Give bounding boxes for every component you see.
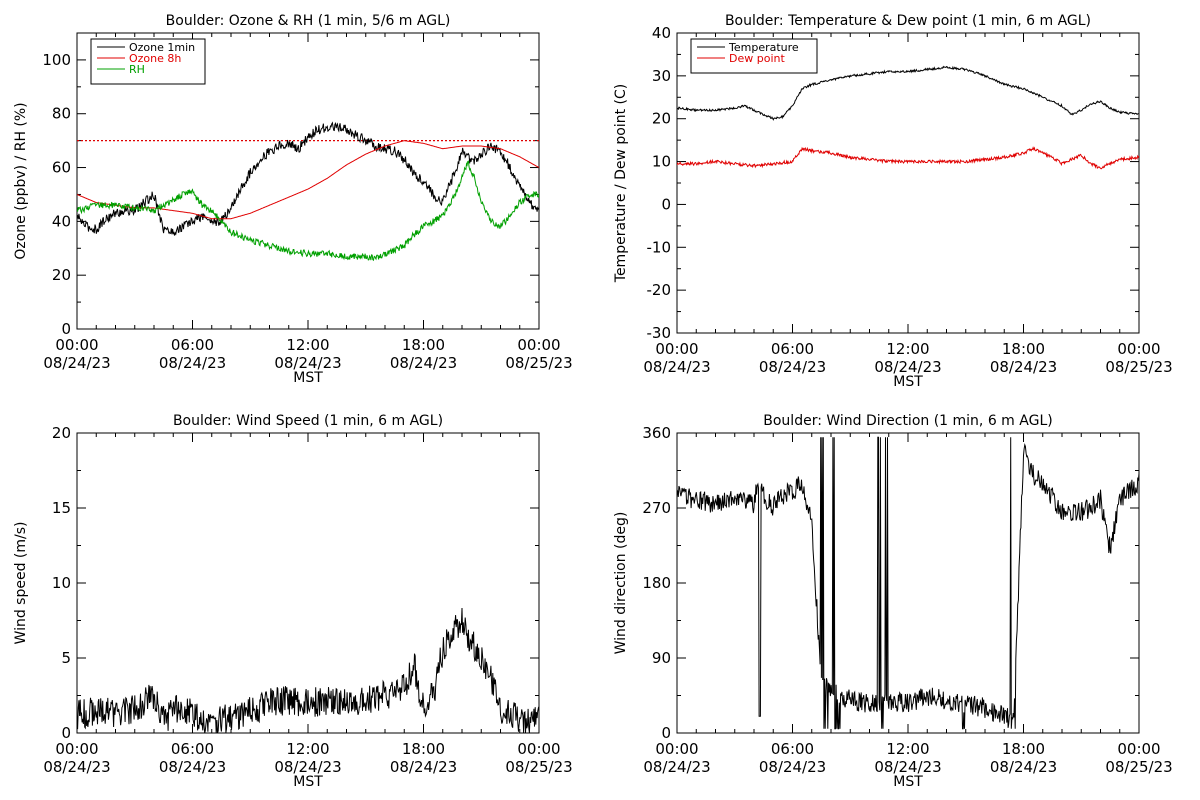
chart-title: Boulder: Wind Direction (1 min, 6 m AGL) [763, 413, 1052, 429]
x-tick-date: 08/25/23 [1105, 758, 1172, 776]
y-tick-label: 40 [52, 212, 71, 230]
x-tick-date: 08/25/23 [505, 758, 572, 776]
wind_dir-chart: Boulder: Wind Direction (1 min, 6 m AGL)… [613, 413, 1173, 790]
series-line-main [77, 607, 539, 733]
x-tick-date: 08/24/23 [43, 758, 110, 776]
x-tick-date: 08/24/23 [874, 358, 941, 376]
x-tick-date: 08/24/23 [274, 354, 341, 372]
x-tick-time: 18:00 [402, 740, 445, 758]
legend-label: Temperature [728, 41, 799, 54]
y-tick-label: 40 [652, 24, 671, 42]
x-tick-time: 12:00 [286, 336, 329, 354]
legend-label: Dew point [729, 52, 785, 65]
y-tick-label: 20 [652, 110, 671, 128]
y-tick-label: 270 [642, 499, 671, 517]
legend-label: Ozone 1min [129, 41, 195, 54]
temp_dew-chart: Boulder: Temperature & Dew point (1 min,… [613, 13, 1173, 390]
x-tick-time: 06:00 [171, 740, 214, 758]
x-tick-time: 18:00 [1002, 340, 1045, 358]
y-axis-label: Wind direction (deg) [613, 512, 629, 655]
y-tick-label: 5 [61, 649, 71, 667]
x-tick-time: 12:00 [886, 740, 929, 758]
series-line-ozone-1min [77, 121, 539, 236]
x-tick-time: 06:00 [771, 740, 814, 758]
x-tick-date: 08/24/23 [990, 758, 1057, 776]
x-tick-time: 00:00 [55, 740, 98, 758]
x-tick-date: 08/24/23 [43, 354, 110, 372]
ozone_rh-chart: Boulder: Ozone & RH (1 min, 5/6 m AGL) 0 2… [13, 13, 573, 386]
y-tick-label: 80 [52, 105, 71, 123]
y-axis-label: Wind speed (m/s) [13, 522, 29, 645]
x-tick-time: 06:00 [171, 336, 214, 354]
x-tick-date: 08/24/23 [390, 354, 457, 372]
x-tick-date: 08/24/23 [759, 358, 826, 376]
x-tick-date: 08/25/23 [505, 354, 572, 372]
x-axis-label: MST [893, 374, 923, 390]
x-tick-date: 08/24/23 [159, 758, 226, 776]
x-tick-date: 08/24/23 [759, 758, 826, 776]
y-tick-label: 0 [661, 195, 671, 213]
x-tick-time: 00:00 [517, 336, 560, 354]
x-tick-time: 18:00 [402, 336, 445, 354]
x-tick-time: 00:00 [55, 336, 98, 354]
x-tick-time: 12:00 [286, 740, 329, 758]
y-tick-label: 90 [652, 649, 671, 667]
chart-title: Boulder: Wind Speed (1 min, 6 m AGL) [173, 413, 443, 429]
y-tick-label: 20 [52, 266, 71, 284]
x-tick-time: 12:00 [886, 340, 929, 358]
x-tick-time: 00:00 [655, 740, 698, 758]
chart-title: Boulder: Ozone & RH (1 min, 5/6 m AGL) [166, 13, 451, 29]
wind_speed-chart: Boulder: Wind Speed (1 min, 6 m AGL) 0 5 10… [13, 413, 573, 790]
x-tick-date: 08/24/23 [390, 758, 457, 776]
series-line-temperature [677, 65, 1139, 121]
series-line-dew-point [677, 146, 1139, 170]
y-axis-label: Temperature / Dew point (C) [613, 84, 629, 283]
x-tick-time: 06:00 [771, 340, 814, 358]
x-tick-time: 00:00 [517, 740, 560, 758]
y-tick-label: -30 [647, 324, 672, 342]
x-axis-label: MST [293, 370, 323, 386]
plot-frame [76, 432, 540, 734]
y-tick-label: 60 [52, 159, 71, 177]
y-tick-label: -20 [647, 281, 672, 299]
y-tick-label: 10 [652, 153, 671, 171]
y-tick-label: -10 [647, 238, 672, 256]
legend-label: RH [129, 63, 145, 76]
y-tick-label: 0 [61, 320, 71, 338]
y-tick-label: 30 [652, 67, 671, 85]
x-axis-label: MST [293, 774, 323, 790]
x-tick-date: 08/24/23 [274, 758, 341, 776]
y-tick-label: 20 [52, 424, 71, 442]
y-tick-label: 0 [61, 724, 71, 742]
x-tick-date: 08/24/23 [874, 758, 941, 776]
series-line-main [677, 436, 1139, 730]
x-tick-time: 00:00 [1117, 340, 1160, 358]
x-tick-date: 08/25/23 [1105, 358, 1172, 376]
series-line-rh [77, 160, 539, 262]
x-tick-date: 08/24/23 [643, 358, 710, 376]
y-tick-label: 100 [42, 51, 71, 69]
x-tick-time: 18:00 [1002, 740, 1045, 758]
chart-title: Boulder: Temperature & Dew point (1 min,… [725, 13, 1091, 29]
x-tick-date: 08/24/23 [990, 358, 1057, 376]
y-tick-label: 360 [642, 424, 671, 442]
x-tick-time: 00:00 [655, 340, 698, 358]
y-tick-label: 0 [661, 724, 671, 742]
series-line-ozone-8h [77, 140, 539, 220]
legend-label: Ozone 8h [129, 52, 181, 65]
y-tick-label: 10 [52, 574, 71, 592]
y-axis-label: Ozone (ppbv) / RH (%) [13, 102, 29, 259]
legend-box [690, 38, 818, 74]
plot-frame [676, 432, 1140, 734]
x-axis-label: MST [893, 774, 923, 790]
y-tick-label: 180 [642, 574, 671, 592]
x-tick-time: 00:00 [1117, 740, 1160, 758]
x-tick-date: 08/24/23 [643, 758, 710, 776]
y-tick-label: 15 [52, 499, 71, 517]
x-tick-date: 08/24/23 [159, 354, 226, 372]
plot-frame [676, 32, 1140, 334]
